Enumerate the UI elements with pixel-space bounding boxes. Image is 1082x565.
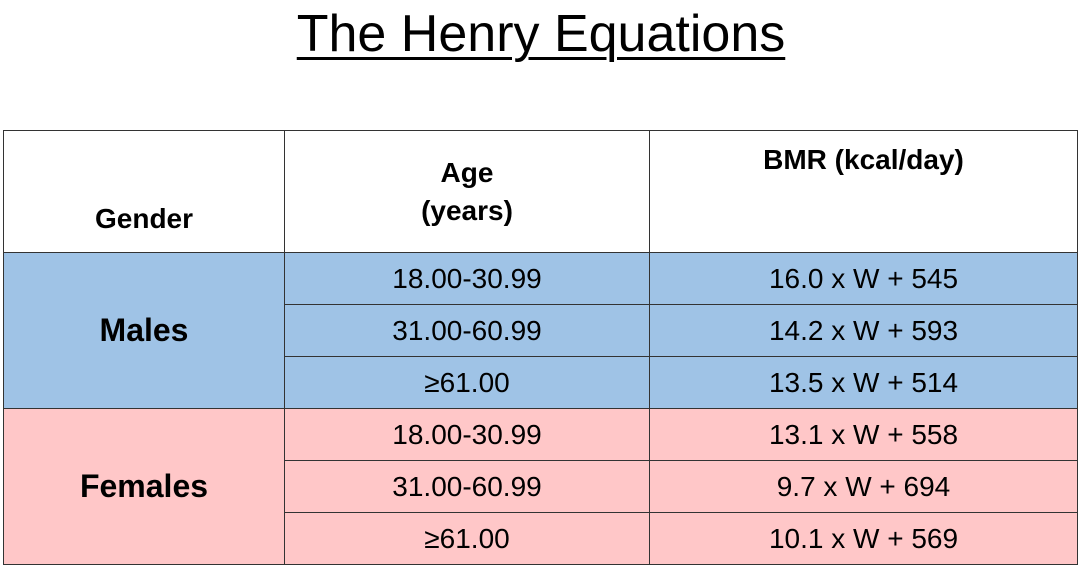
age-cell: 18.00-30.99 [284, 252, 650, 305]
table-row: 31.00-60.99 9.7 x W + 694 [4, 460, 1078, 513]
title-block: The Henry Equations [0, 2, 1082, 66]
table-row: ≥61.00 10.1 x W + 569 [4, 512, 1078, 565]
column-header: Gender [3, 130, 285, 253]
gender-cell: Males [3, 252, 285, 409]
header-row: Gender Age (years) BMR (kcal/day) [3, 130, 1078, 253]
bmr-cell: 13.5 x W + 514 [649, 356, 1078, 409]
henry-table: Gender Age (years) BMR (kcal/day) Males 18.… [3, 130, 1078, 565]
age-cell: ≥61.00 [284, 356, 650, 409]
table-body: Males 18.00-30.99 16.0 x W + 545 31.00-60.9… [3, 252, 1078, 565]
bmr-cell: 13.1 x W + 558 [649, 408, 1078, 461]
bmr-cell: 9.7 x W + 694 [649, 460, 1078, 513]
column-header: Age (years) [284, 130, 650, 253]
age-cell: ≥61.00 [284, 512, 650, 565]
column-header: BMR (kcal/day) [649, 130, 1078, 253]
table-row: Females 18.00-30.99 13.1 x W + 558 [3, 408, 1078, 565]
table-row: Males 18.00-30.99 16.0 x W + 545 [3, 252, 1078, 409]
age-cell: 18.00-30.99 [284, 408, 650, 461]
bmr-cell: 16.0 x W + 545 [649, 252, 1078, 305]
gender-cell: Females [3, 408, 285, 565]
bmr-cell: 14.2 x W + 593 [649, 304, 1078, 357]
title: The Henry Equations [296, 5, 786, 63]
age-cell: 31.00-60.99 [284, 304, 650, 357]
age-cell: 31.00-60.99 [284, 460, 650, 513]
bmr-cell: 10.1 x W + 569 [649, 512, 1078, 565]
table-head: Gender Age (years) BMR (kcal/day) [3, 130, 1078, 253]
table-row: 31.00-60.99 14.2 x W + 593 [4, 304, 1078, 357]
